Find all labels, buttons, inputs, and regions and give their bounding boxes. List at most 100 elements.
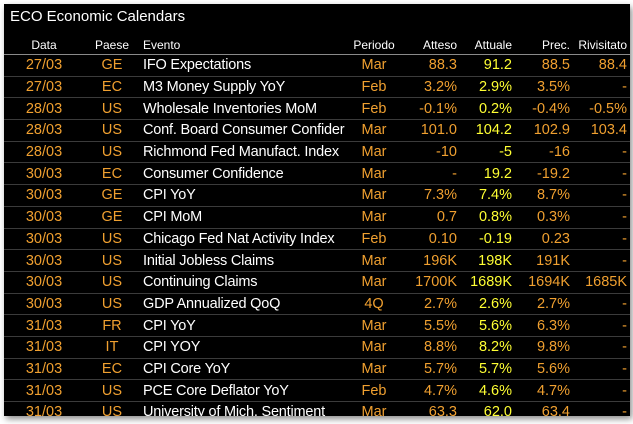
cell-expected: 4.7%: [402, 379, 460, 402]
cell-expected: 63.3: [402, 401, 460, 416]
cell-event: Conf. Board Consumer Confider: [140, 119, 346, 142]
cell-actual: 4.6%: [460, 379, 515, 402]
table-row[interactable]: 28/03 US Richmond Fed Manufact. Index Mar -1…: [4, 141, 630, 164]
cell-event: CPI YOY: [140, 336, 346, 359]
cell-previous: -19.2: [515, 162, 573, 186]
cell-previous: 2.7%: [515, 293, 573, 316]
cell-revised: -: [573, 141, 630, 164]
cell-event: CPI YoY: [140, 184, 346, 207]
cell-event: CPI YoY: [140, 314, 346, 337]
cell-expected: 196K: [402, 249, 460, 272]
cell-period: Mar: [346, 358, 402, 381]
column-header-date[interactable]: Data: [4, 35, 84, 55]
table-body: 27/03 GE IFO Expectations Mar 88.3 91.2 88.5 88…: [4, 54, 630, 416]
cell-country: EC: [84, 162, 140, 186]
cell-revised: -: [573, 249, 630, 272]
cell-previous: 3.5%: [515, 76, 573, 99]
cell-expected: 0.7: [402, 206, 460, 229]
cell-revised: -: [573, 293, 630, 316]
cell-actual: -0.19: [460, 228, 515, 251]
cell-previous: 9.8%: [515, 336, 573, 359]
table-row[interactable]: 30/03 GE CPI YoY Mar 7.3% 7.4% 8.7% -: [4, 184, 630, 207]
cell-period: Mar: [346, 249, 402, 272]
cell-period: Mar: [346, 184, 402, 207]
cell-date: 28/03: [4, 97, 84, 121]
table-row[interactable]: 27/03 GE IFO Expectations Mar 88.3 91.2 88.5 88…: [4, 54, 630, 77]
cell-country: US: [84, 141, 140, 164]
cell-expected: 88.3: [402, 54, 460, 77]
table-row[interactable]: 30/03 US Initial Jobless Claims Mar 196K 198K…: [4, 249, 630, 272]
cell-expected: 5.5%: [402, 314, 460, 337]
cell-date: 31/03: [4, 379, 84, 402]
cell-date: 27/03: [4, 76, 84, 99]
cell-actual: 5.6%: [460, 314, 515, 337]
column-header-expected[interactable]: Atteso: [402, 35, 460, 55]
cell-expected: 101.0: [402, 119, 460, 142]
column-header-actual[interactable]: Attuale: [460, 35, 515, 55]
cell-expected: 0.10: [402, 228, 460, 251]
cell-expected: 1700K: [402, 271, 460, 294]
cell-actual: 2.6%: [460, 293, 515, 316]
cell-previous: -0.4%: [515, 97, 573, 121]
cell-event: CPI MoM: [140, 206, 346, 229]
cell-country: US: [84, 249, 140, 272]
table-row[interactable]: 31/03 IT CPI YOY Mar 8.8% 8.2% 9.8% -: [4, 336, 630, 359]
cell-revised: -0.5%: [573, 97, 630, 121]
table-row[interactable]: 31/03 US PCE Core Deflator YoY Feb 4.7% 4.6% 4…: [4, 379, 630, 402]
cell-revised: -: [573, 162, 630, 186]
eco-calendar-panel: ECO Economic Calendars Data Paese Evento…: [4, 4, 630, 416]
cell-actual: 62.0: [460, 401, 515, 416]
cell-period: Mar: [346, 314, 402, 337]
cell-event: Chicago Fed Nat Activity Index: [140, 228, 346, 251]
cell-actual: 1689K: [460, 271, 515, 294]
cell-revised: -: [573, 228, 630, 251]
cell-event: IFO Expectations: [140, 54, 346, 77]
cell-previous: 0.3%: [515, 206, 573, 229]
table-row[interactable]: 30/03 EC Consumer Confidence Mar -19.2 -19.2-: [4, 162, 630, 186]
cell-event: Initial Jobless Claims: [140, 249, 346, 272]
cell-actual: 0.2%: [460, 97, 515, 121]
table-row[interactable]: 27/03 EC M3 Money Supply YoY Feb 3.2% 2.9% 3.5…: [4, 76, 630, 99]
column-header-event[interactable]: Evento: [140, 35, 346, 55]
table-row[interactable]: 31/03 US University of Mich. Sentiment Mar 6…: [4, 401, 630, 416]
column-header-previous[interactable]: Prec.: [515, 35, 573, 55]
cell-expected: 5.7%: [402, 358, 460, 381]
cell-period: Feb: [346, 228, 402, 251]
cell-country: GE: [84, 54, 140, 77]
cell-actual: 104.2: [460, 119, 515, 142]
cell-revised: 1685K: [573, 271, 630, 294]
cell-previous: 0.23: [515, 228, 573, 251]
table-row[interactable]: 30/03 US GDP Annualized QoQ 4Q 2.7% 2.6% 2.7% -: [4, 293, 630, 316]
cell-country: GE: [84, 184, 140, 207]
cell-period: Mar: [346, 141, 402, 164]
cell-country: US: [84, 271, 140, 294]
table-row[interactable]: 30/03 US Continuing Claims Mar 1700K 1689K 169…: [4, 271, 630, 294]
cell-previous: 4.7%: [515, 379, 573, 402]
cell-revised: -: [573, 379, 630, 402]
column-header-revised[interactable]: Rivisitato: [573, 35, 630, 55]
cell-date: 30/03: [4, 206, 84, 229]
cell-actual: 0.8%: [460, 206, 515, 229]
cell-period: Mar: [346, 162, 402, 186]
cell-actual: -5: [460, 141, 515, 164]
cell-previous: 8.7%: [515, 184, 573, 207]
cell-event: Continuing Claims: [140, 271, 346, 294]
cell-event: CPI Core YoY: [140, 358, 346, 381]
cell-expected: -10: [402, 141, 460, 164]
cell-previous: 63.4: [515, 401, 573, 416]
column-header-country[interactable]: Paese: [84, 35, 140, 55]
table-row[interactable]: 28/03 US Wholesale Inventories MoM Feb -0.1%…: [4, 97, 630, 121]
table-row[interactable]: 31/03 EC CPI Core YoY Mar 5.7% 5.7% 5.6% -: [4, 358, 630, 381]
cell-previous: 88.5: [515, 54, 573, 77]
column-header-period[interactable]: Periodo: [346, 35, 402, 55]
table-row[interactable]: 30/03 US Chicago Fed Nat Activity Index Feb…: [4, 228, 630, 251]
cell-actual: 2.9%: [460, 76, 515, 99]
cell-previous: 6.3%: [515, 314, 573, 337]
cell-country: GE: [84, 206, 140, 229]
table-row[interactable]: 31/03 FR CPI YoY Mar 5.5% 5.6% 6.3% -: [4, 314, 630, 337]
cell-date: 31/03: [4, 314, 84, 337]
table-row[interactable]: 28/03 US Conf. Board Consumer Confider Mar 1…: [4, 119, 630, 142]
table-row[interactable]: 30/03 GE CPI MoM Mar 0.7 0.8% 0.3% -: [4, 206, 630, 229]
cell-period: Feb: [346, 76, 402, 99]
cell-revised: -: [573, 314, 630, 337]
